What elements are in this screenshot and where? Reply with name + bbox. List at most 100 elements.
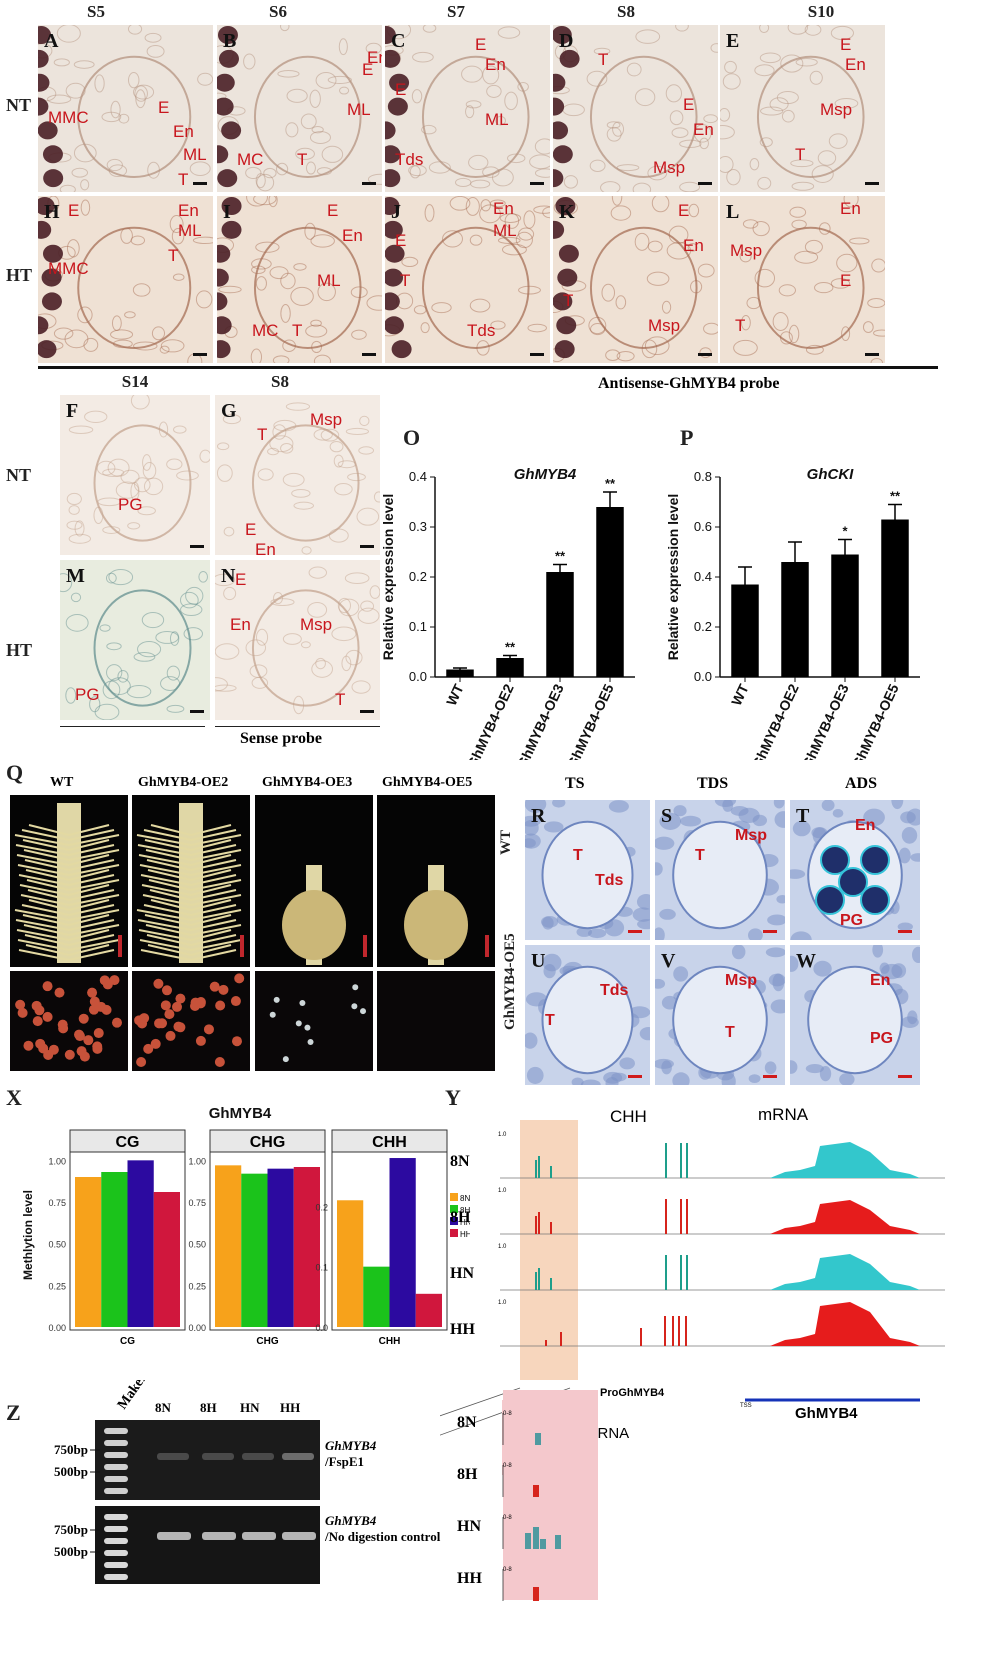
stage-header-s5: S5 [87,2,105,21]
micrograph-b: B EEn ML MC T [217,25,382,192]
svg-text:T: T [292,321,302,340]
bar [546,572,574,677]
ladder-band [104,1526,128,1532]
track-scale: 1.0 [498,1244,507,1250]
x-tick-label: GhMYB4-OE5 [849,681,902,760]
track-label: HH [450,1321,475,1338]
annotation-en: En [255,540,276,555]
scale-bar [360,710,374,713]
scale-bar [362,182,376,185]
annotation-pg: PG [118,495,143,514]
annotation-e: E [475,35,486,54]
panel-letter: A [44,30,59,52]
legend-label: HN [460,1218,470,1227]
svg-text:T: T [735,316,745,335]
annotation-msp: Msp [653,158,685,177]
svg-text:En: En [845,55,866,74]
row-label-nt: NT [6,95,32,115]
chart-methylation-level: GhMYB4 Methlytion level CG 0.00 0.25 0.50 0.75… [21,1105,470,1345]
y-tick-label: 0.00 [48,1323,66,1333]
svg-text:E: E [158,98,169,117]
svg-text:T: T [335,690,345,709]
track-label: HN [450,1265,474,1282]
svg-text:ML: ML [347,100,371,119]
annotation-t: T [168,246,178,265]
scale-bar [363,935,367,957]
panel-letter-x: X [6,1085,22,1110]
svg-text:E: E [475,35,486,54]
q-col-oe3: GhMYB4-OE3 [262,775,353,790]
micrograph-i: I EEn ML MC T [217,196,382,363]
svg-text:En: En [840,199,861,218]
svg-text:ML: ML [317,271,341,290]
bar [241,1173,268,1327]
pollen-image [132,971,250,1071]
stage-header-s7: S7 [447,2,465,21]
panel-letter: G [221,400,237,422]
annotation-t: T [795,145,805,164]
annotation-ml: ML [485,110,509,129]
annotation-en: En [870,972,890,989]
annotation-t: T [573,847,583,864]
annotation-msp: Msp [730,241,762,260]
methylation-peak [680,1199,682,1234]
srna-scale: 0-8 [503,1515,512,1521]
panel-letter: D [559,30,573,52]
methylation-peak [686,1199,688,1234]
legend-label: 8H [460,1206,470,1215]
y-axis-label: Relative expression level [380,494,396,661]
svg-text:MMC: MMC [48,259,89,278]
scale-bar [240,935,244,957]
bar [496,658,524,677]
q-col-oe2: GhMYB4-OE2 [138,775,229,790]
annotation-ml: ML [183,145,207,164]
mrna-coverage [770,1142,920,1178]
methylation-peak [538,1268,540,1290]
gel-electrophoresis: Maker 8N 8H HN HH750bp500bp750bp500bpGhMYB4/… [54,1380,441,1584]
divider-line [215,726,380,727]
annotation-t: T [292,321,302,340]
mrna-coverage [770,1200,920,1234]
mrna-coverage [770,1302,920,1346]
sample-band [242,1453,274,1460]
srna-tracks: 8N 0-8 8H 0-8 HN 0-8 HH 0-8 [457,1390,598,1601]
annotation-e: E [840,271,851,290]
ladder-band [104,1550,128,1556]
x-tick-label: WT [443,681,467,708]
marker-size: 500bp [54,1544,88,1559]
marker-size: 500bp [54,1464,88,1479]
scale-bar [698,353,712,356]
micrograph-l: L En Msp E T [720,196,885,363]
antisense-probe-label: Antisense-GhMYB4 probe [598,375,780,392]
methylation-peak [685,1316,687,1346]
bar [596,507,624,677]
gel-caption-enzyme: /FspE1 [324,1454,364,1469]
scale-bar [763,1075,777,1078]
legend-swatch [450,1229,458,1237]
methylation-peak [550,1166,552,1178]
sample-band [242,1532,276,1540]
legend-swatch [450,1205,458,1213]
svg-text:Msp: Msp [653,158,685,177]
chart-ghmyb4-expression: 0.0 0.1 0.2 0.3 0.4 Relative expression level… [380,466,635,760]
q-col-wt: WT [50,775,74,790]
svg-text:ML: ML [493,221,517,240]
methylation-peak [535,1216,537,1234]
significance-mark: ** [505,640,516,655]
methylation-peak [550,1222,552,1234]
panel-letter: B [223,30,236,52]
bar [731,584,759,677]
facet-label: CHH [372,1134,407,1151]
legend-label: HH [460,1230,470,1239]
svg-text:ML: ML [183,145,207,164]
annotation-tds: Tds [395,150,423,169]
panel-letter: N [221,565,236,587]
annotation-e: E [395,80,406,99]
svg-text:En: En [230,615,251,634]
methylation-peak [560,1332,562,1346]
section-r: R T Tds [525,800,650,940]
panel-letter: M [66,565,85,587]
gel-caption-gene: GhMYB4 [325,1438,377,1453]
marker-size: 750bp [54,1522,88,1537]
annotation-en: En [855,817,875,834]
